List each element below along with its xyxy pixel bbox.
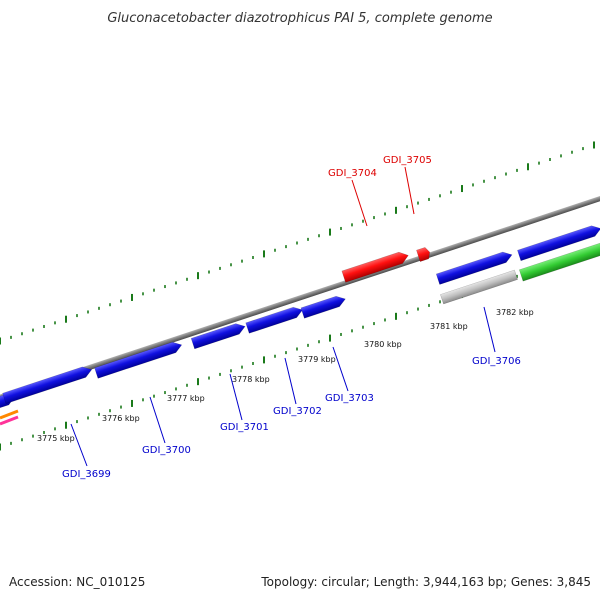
- gene-arrow-gdi3700: [94, 341, 183, 379]
- gene-arrow-gdi3706: [435, 251, 513, 285]
- scale-label-3777: 3777 kbp: [167, 394, 205, 403]
- leader-gdi3700: [149, 396, 166, 444]
- gene-label-gdi3706[interactable]: GDI_3706: [472, 356, 521, 367]
- leader-gdi3704: [351, 179, 368, 227]
- gene-label-gdi3700[interactable]: GDI_3700: [142, 445, 191, 456]
- scale-label-3776: 3776 kbp: [102, 414, 140, 423]
- gene-label-gdi3702[interactable]: GDI_3702: [273, 406, 322, 417]
- genome-summary-text: Topology: circular; Length: 3,944,163 bp…: [260, 575, 591, 589]
- scale-label-3779: 3779 kbp: [298, 355, 336, 364]
- leader-gdi3705: [404, 166, 415, 215]
- feature-track: [0, 225, 600, 426]
- gene-label-gdi3704[interactable]: GDI_3704: [328, 168, 377, 179]
- leader-gdi3701: [229, 373, 243, 421]
- feature-grey: [440, 269, 518, 305]
- map-title: Gluconacetobacter diazotrophicus PAI 5, …: [107, 11, 492, 26]
- gene-arrow-gdi3707: [517, 225, 600, 262]
- scale-label-3781: 3781 kbp: [430, 322, 468, 331]
- gene-arrow-gdi3702: [245, 306, 303, 334]
- gene-arrow-gdi3704: [341, 251, 409, 283]
- gene-arrow-gdi3703: [300, 295, 346, 319]
- scale-label-3778: 3778 kbp: [232, 375, 270, 384]
- leader-gdi3699: [70, 423, 88, 467]
- feature-green: [518, 242, 600, 282]
- scale-label-3775: 3775 kbp: [37, 434, 75, 443]
- gene-label-gdi3705[interactable]: GDI_3705: [383, 155, 432, 166]
- leader-gdi3706: [483, 306, 496, 353]
- outer-tick-track: [0, 141, 595, 345]
- leader-gdi3702: [284, 357, 297, 405]
- scale-label-3782: 3782 kbp: [496, 308, 534, 317]
- scale-label-3780: 3780 kbp: [364, 340, 402, 349]
- accession-text: Accession: NC_010125: [9, 575, 145, 589]
- gene-arrow-gdi3701: [190, 323, 246, 350]
- gene-arrow-gdi3705: [416, 247, 430, 262]
- genome-backbone: [0, 170, 600, 427]
- feature-stripe-pink: [0, 415, 19, 426]
- gene-label-gdi3703[interactable]: GDI_3703: [325, 393, 374, 404]
- gene-arrow-gdi3699: [2, 366, 93, 404]
- leader-gdi3703: [332, 346, 349, 392]
- gene-label-gdi3699[interactable]: GDI_3699: [62, 469, 111, 480]
- label-leaders: [70, 166, 496, 467]
- feature-stripe-orange: [0, 409, 19, 420]
- gene-label-gdi3701[interactable]: GDI_3701: [220, 422, 269, 433]
